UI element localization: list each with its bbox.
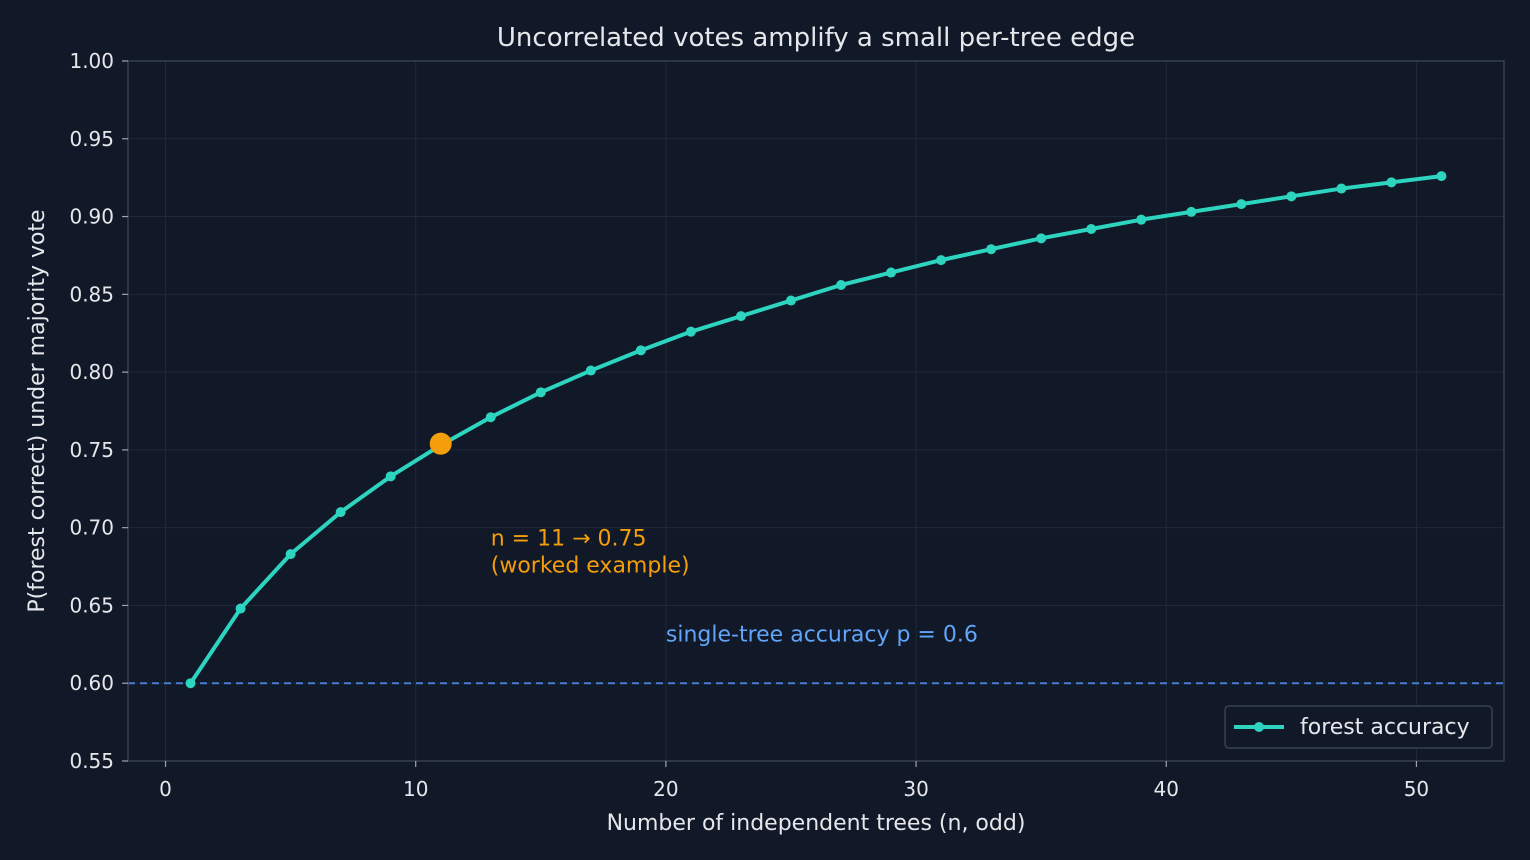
legend: forest accuracy <box>1224 705 1493 749</box>
data-point-8 <box>585 365 596 376</box>
y-tick-label-0: 0.55 <box>69 749 114 773</box>
data-point-0 <box>185 678 196 689</box>
y-tick-label-1: 0.60 <box>69 671 114 695</box>
data-point-11 <box>735 311 746 322</box>
y-tick-label-4: 0.75 <box>69 438 114 462</box>
y-tick-label-5: 0.80 <box>69 360 114 384</box>
worked-example-label-line2: (worked example) <box>491 554 690 579</box>
data-point-14 <box>886 267 897 278</box>
series-group <box>185 171 1447 689</box>
x-tick-label-5: 50 <box>1404 777 1429 801</box>
data-point-19 <box>1136 214 1147 225</box>
data-point-9 <box>635 345 646 356</box>
y-axis-label: P(forest correct) under majority vote <box>25 209 50 612</box>
data-point-17 <box>1036 233 1047 244</box>
axes-group <box>127 60 1505 762</box>
legend-entry-forest-accuracy: forest accuracy <box>1300 715 1470 740</box>
data-point-24 <box>1386 177 1397 188</box>
data-point-7 <box>535 387 546 398</box>
y-tick-label-6: 0.85 <box>69 282 114 306</box>
reference-line-label: single-tree accuracy p = 0.6 <box>666 622 978 647</box>
data-point-20 <box>1186 206 1197 217</box>
highlight-point <box>429 432 452 455</box>
data-point-15 <box>936 255 947 266</box>
data-point-12 <box>785 295 796 306</box>
data-point-4 <box>385 471 396 482</box>
plot-frame <box>127 60 1505 762</box>
y-tick-label-9: 1.00 <box>69 49 114 73</box>
data-point-3 <box>335 507 346 518</box>
legend-box <box>1224 705 1493 749</box>
x-axis-label: Number of independent trees (n, odd) <box>607 811 1026 836</box>
y-tick-label-2: 0.65 <box>69 593 114 617</box>
legend-marker-swatch <box>1254 722 1264 732</box>
grid <box>128 60 1504 762</box>
data-point-13 <box>836 280 847 290</box>
y-tick-label-3: 0.70 <box>69 516 114 540</box>
ticks-group: 0 10 20 30 40 50 0.55 0.60 0.65 0.70 0.75 0.80 0.85 0… <box>69 49 1429 801</box>
x-tick-label-2: 20 <box>653 777 678 801</box>
data-point-21 <box>1236 199 1247 210</box>
x-tick-label-3: 30 <box>903 777 928 801</box>
x-tick-label-1: 10 <box>403 777 428 801</box>
data-point-25 <box>1436 171 1447 182</box>
worked-example-label-line1: n = 11 → 0.75 <box>491 527 647 552</box>
series-line-0 <box>188 174 1444 686</box>
y-tick-label-8: 0.95 <box>69 127 114 151</box>
data-point-1 <box>235 603 246 614</box>
data-point-23 <box>1336 183 1347 194</box>
data-point-18 <box>1086 224 1097 234</box>
data-point-6 <box>485 412 496 423</box>
data-point-10 <box>685 326 696 337</box>
data-point-22 <box>1286 191 1297 202</box>
chart-title: Uncorrelated votes amplify a small per-t… <box>497 23 1135 53</box>
x-tick-label-4: 40 <box>1154 777 1179 801</box>
data-point-2 <box>285 549 296 560</box>
data-point-16 <box>986 244 997 255</box>
y-tick-label-7: 0.90 <box>69 205 114 229</box>
x-tick-label-0: 0 <box>159 777 172 801</box>
